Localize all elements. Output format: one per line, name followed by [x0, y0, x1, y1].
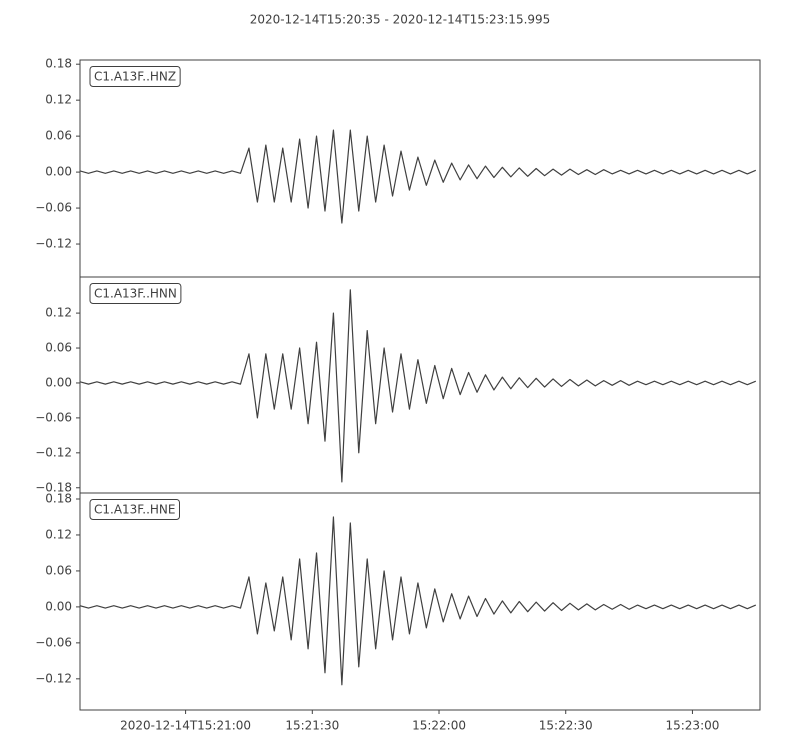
y-tick-label: 0.00 — [45, 599, 72, 613]
legend-label: C1.A13F..HNE — [94, 503, 176, 517]
x-tick-label: 15:22:00 — [412, 719, 466, 733]
y-tick-label: 0.12 — [45, 306, 72, 320]
waveform — [80, 516, 757, 686]
x-tick-label: 15:23:00 — [665, 719, 719, 733]
y-tick-label: 0.12 — [45, 93, 72, 107]
chart-title: 2020-12-14T15:20:35 - 2020-12-14T15:23:1… — [250, 13, 551, 27]
x-tick-label: 15:21:30 — [285, 719, 339, 733]
y-tick-label: 0.18 — [45, 57, 72, 71]
y-tick-label: 0.00 — [45, 375, 72, 389]
y-tick-label: 0.06 — [45, 129, 72, 143]
x-tick-label: 2020-12-14T15:21:00 — [120, 719, 251, 733]
legend-label: C1.A13F..HNN — [94, 287, 177, 301]
y-tick-label: −0.18 — [35, 480, 72, 494]
x-tick-label: 15:22:30 — [539, 719, 593, 733]
waveform — [80, 129, 757, 224]
y-tick-label: −0.06 — [35, 635, 72, 649]
y-tick-label: −0.06 — [35, 201, 72, 215]
y-tick-label: 0.18 — [45, 491, 72, 505]
y-tick-label: −0.12 — [35, 671, 72, 685]
legend-box — [89, 66, 181, 87]
y-tick-label: −0.06 — [35, 410, 72, 424]
legend-label: C1.A13F..HNZ — [94, 70, 176, 84]
waveform — [80, 289, 757, 483]
y-tick-label: 0.12 — [45, 527, 72, 541]
legend-box — [89, 499, 180, 520]
panel-frame — [79, 492, 761, 711]
y-tick-label: 0.00 — [45, 165, 72, 179]
y-tick-label: 0.06 — [45, 563, 72, 577]
y-tick-label: −0.12 — [35, 445, 72, 459]
y-tick-label: −0.12 — [35, 237, 72, 251]
y-tick-label: 0.06 — [45, 341, 72, 355]
legend-box — [89, 283, 182, 304]
